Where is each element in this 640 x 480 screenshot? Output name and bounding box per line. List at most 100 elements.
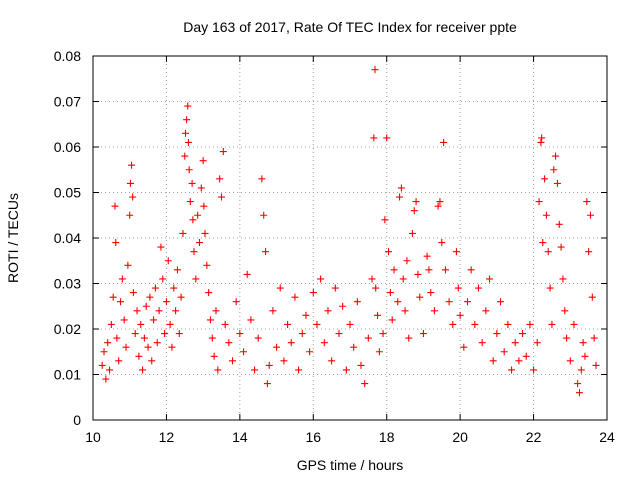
data-point — [179, 229, 187, 237]
data-point — [386, 289, 394, 297]
data-point — [168, 343, 176, 351]
x-tick-label: 16 — [305, 429, 321, 445]
data-point — [390, 266, 398, 274]
data-point — [225, 339, 233, 347]
data-point — [533, 339, 541, 347]
y-tick-label: 0.06 — [54, 139, 81, 155]
data-point — [515, 357, 523, 365]
data-point — [456, 311, 464, 319]
data-point — [201, 229, 209, 237]
data-point — [508, 366, 516, 374]
x-tick-labels: 10 12 14 16 18 20 22 24 — [85, 429, 615, 445]
data-point — [229, 357, 237, 365]
x-axis-label: GPS time / hours — [297, 457, 404, 473]
data-point — [383, 134, 391, 142]
data-point — [254, 334, 262, 342]
y-tick-label: 0.08 — [54, 48, 81, 64]
data-point — [471, 320, 479, 328]
data-point — [350, 343, 358, 351]
data-point — [328, 357, 336, 365]
plot-frame — [92, 55, 608, 421]
data-point — [320, 339, 328, 347]
chart-title: Day 163 of 2017, Rate Of TEC Index for r… — [183, 19, 517, 35]
data-point — [112, 239, 120, 247]
data-point — [280, 357, 288, 365]
data-point — [331, 284, 339, 292]
data-point — [269, 307, 277, 315]
data-point — [219, 148, 227, 156]
data-point — [102, 375, 110, 383]
data-point — [379, 330, 387, 338]
data-point — [208, 334, 216, 342]
data-point — [205, 289, 213, 297]
y-tick-label: 0.05 — [54, 185, 81, 201]
data-point — [489, 357, 497, 365]
data-point — [251, 366, 259, 374]
data-point — [419, 330, 427, 338]
data-point — [396, 193, 404, 201]
y-tick-label: 0 — [73, 412, 81, 428]
data-point — [346, 320, 354, 328]
data-point — [339, 302, 347, 310]
data-point — [148, 357, 156, 365]
data-point — [482, 307, 490, 315]
data-point — [385, 248, 393, 256]
y-tick-labels: 0 0.01 0.02 0.03 0.04 0.05 0.06 0.07 0.08 — [54, 48, 81, 428]
x-tick-label: 24 — [599, 429, 615, 445]
data-point — [302, 311, 310, 319]
data-point — [317, 275, 325, 283]
data-point — [537, 138, 545, 146]
data-point — [194, 211, 202, 219]
data-point — [324, 307, 332, 315]
data-point — [493, 330, 501, 338]
y-tick-label: 0.04 — [54, 230, 81, 246]
y-tick-label: 0.07 — [54, 94, 81, 110]
grid-lines — [93, 56, 607, 420]
data-point — [189, 216, 197, 224]
data-point — [247, 316, 255, 324]
y-axis-label: ROTI / TECUs — [5, 193, 21, 283]
data-point — [588, 293, 596, 301]
data-point — [375, 348, 383, 356]
data-point — [214, 366, 222, 374]
data-point — [475, 284, 482, 292]
data-point — [590, 334, 598, 342]
data-point — [361, 380, 369, 388]
data-point — [126, 179, 134, 187]
data-point — [544, 248, 552, 256]
data-point — [263, 380, 271, 388]
data-point — [197, 184, 205, 192]
data-point — [434, 202, 442, 210]
data-point — [425, 266, 433, 274]
data-point — [370, 134, 378, 142]
data-point — [454, 284, 462, 292]
data-point — [206, 316, 214, 324]
data-point — [452, 248, 460, 256]
data-point — [397, 184, 405, 192]
data-point — [153, 339, 161, 347]
data-point — [188, 179, 196, 187]
data-point — [122, 343, 130, 351]
data-point — [140, 334, 148, 342]
data-point — [236, 330, 244, 338]
data-point — [111, 202, 119, 210]
data-point — [313, 320, 321, 328]
data-point — [240, 348, 248, 356]
data-point — [574, 380, 582, 388]
data-point — [401, 307, 409, 315]
data-point — [561, 307, 569, 315]
data-point — [414, 270, 422, 278]
data-point — [150, 316, 158, 324]
data-point — [182, 129, 190, 137]
data-point — [157, 243, 165, 251]
data-point — [287, 339, 295, 347]
data-point — [436, 198, 444, 206]
data-point — [416, 293, 424, 301]
data-point — [399, 275, 407, 283]
x-tick-label: 12 — [159, 429, 175, 445]
data-point — [166, 320, 174, 328]
data-point — [449, 320, 457, 328]
data-point — [170, 284, 178, 292]
